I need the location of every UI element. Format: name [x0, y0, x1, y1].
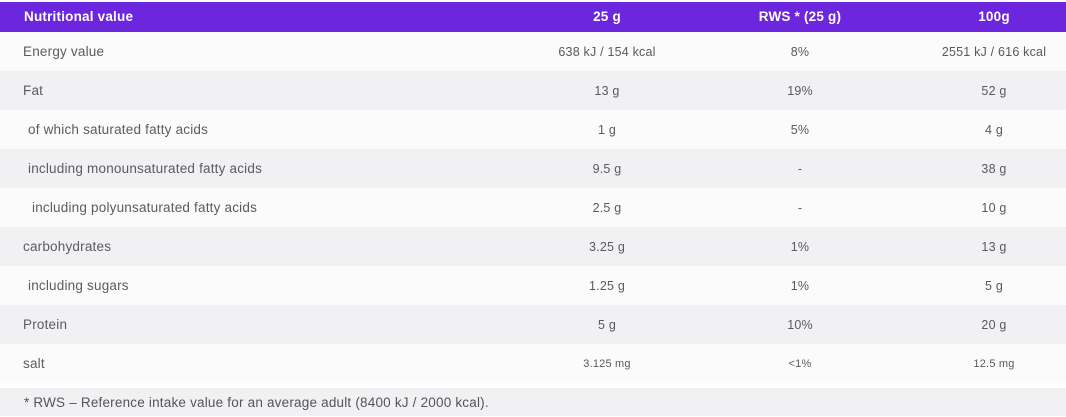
value-25g: 1 g: [598, 122, 616, 137]
row-label: Energy value: [23, 44, 105, 59]
row-label: of which saturated fatty acids: [28, 122, 209, 137]
value-rws: 1%: [790, 278, 810, 293]
value-100g: 4 g: [985, 122, 1003, 137]
value-rws: 10%: [787, 317, 813, 332]
header-100g: 100g: [978, 9, 1010, 24]
row-label: salt: [23, 356, 45, 371]
value-25g: 2.5 g: [592, 200, 622, 215]
value-rws: 5%: [790, 122, 810, 137]
row-label: Fat: [23, 83, 44, 98]
value-rws: 19%: [787, 83, 813, 98]
table-row: Energy value 638 kJ / 154 kcal 8% 2551 kJ /…: [0, 32, 1066, 71]
row-label: including monounsaturated fatty acids: [28, 161, 263, 176]
table-row: Protein 5 g 10% 20 g: [0, 305, 1066, 344]
row-label: including polyunsaturated fatty acids: [32, 200, 258, 215]
value-100g: 12.5 mg: [973, 357, 1015, 370]
value-25g: 5 g: [598, 317, 616, 332]
value-rws: -: [797, 161, 803, 176]
header-25g: 25 g: [593, 9, 621, 24]
table-row: including sugars 1.25 g 1% 5 g: [0, 266, 1066, 305]
table-row: including polyunsaturated fatty acids 2.5…: [0, 188, 1066, 227]
value-100g: 20 g: [981, 317, 1007, 332]
value-100g: 52 g: [981, 83, 1007, 98]
header-rws: RWS * (25 g): [758, 9, 842, 24]
row-label: carbohydrates: [23, 239, 112, 254]
table-row: Fat 13 g 19% 52 g: [0, 71, 1066, 110]
value-25g: 3.125 mg: [583, 357, 631, 370]
table-row: including monounsaturated fatty acids 9.5…: [0, 149, 1066, 188]
header-nutritional-value: Nutritional value: [24, 9, 134, 24]
value-25g: 3.25 g: [589, 239, 625, 254]
value-25g: 9.5 g: [592, 161, 622, 176]
value-100g: 5 g: [985, 278, 1003, 293]
value-rws: 1%: [790, 239, 810, 254]
table-row: salt 3.125 mg <1% 12.5 mg: [0, 344, 1066, 383]
table-row: of which saturated fatty acids 1 g 5% 4 g: [0, 110, 1066, 149]
value-100g: 2551 kJ / 616 kcal: [941, 44, 1047, 59]
value-25g: 638 kJ / 154 kcal: [558, 44, 656, 59]
footnote-row: * RWS – Reference intake value for an av…: [0, 388, 1066, 416]
value-100g: 10 g: [981, 200, 1007, 215]
table-header-row: Nutritional value 25 g RWS * (25 g) 100g: [0, 2, 1066, 32]
value-25g: 13 g: [594, 83, 620, 98]
row-label: Protein: [23, 317, 68, 332]
value-25g: 1.25 g: [589, 278, 625, 293]
table-body: Energy value 638 kJ / 154 kcal 8% 2551 kJ /…: [0, 32, 1066, 383]
value-100g: 13 g: [981, 239, 1007, 254]
table-row: carbohydrates 3.25 g 1% 13 g: [0, 227, 1066, 266]
row-label: including sugars: [28, 278, 129, 293]
value-rws: <1%: [788, 357, 812, 370]
rws-footnote: * RWS – Reference intake value for an av…: [24, 394, 489, 410]
value-rws: 8%: [790, 44, 810, 59]
value-rws: -: [797, 200, 803, 215]
value-100g: 38 g: [981, 161, 1007, 176]
